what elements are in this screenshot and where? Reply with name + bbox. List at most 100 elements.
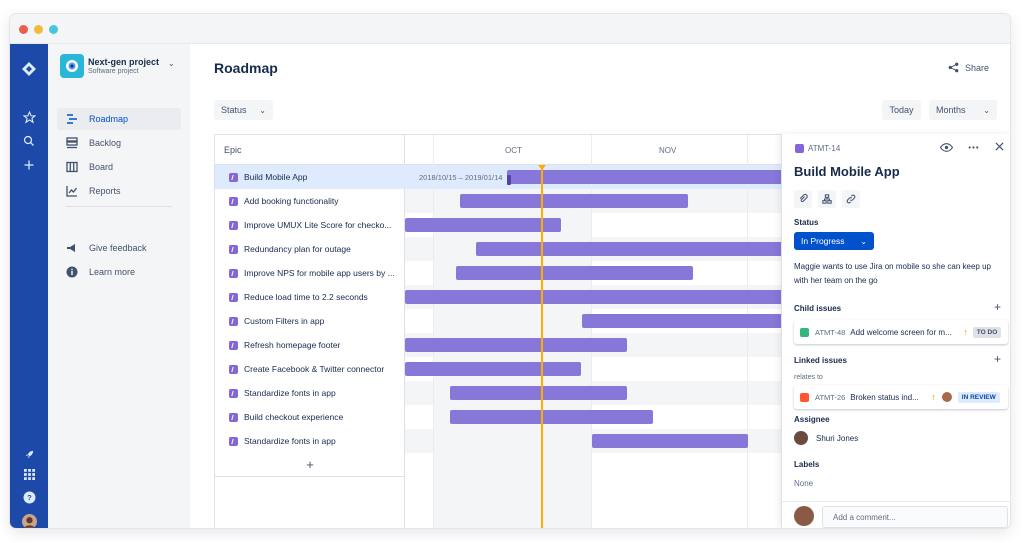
epic-name: Standardize fonts in app [244,388,336,398]
star-icon[interactable] [10,106,48,128]
more-actions-icon[interactable] [967,141,980,157]
bar-resize-handle[interactable] [507,175,511,185]
epic-timeline-bar[interactable] [456,266,693,280]
epic-icon [229,244,238,254]
epic-row[interactable]: Standardize fonts in app [215,429,405,453]
epic-row[interactable]: Build checkout experience [215,405,405,429]
sidebar-item-label: Reports [89,186,121,196]
link-icon[interactable] [842,190,860,208]
epic-row[interactable]: Improve UMUX Lite Score for checko... [215,213,405,237]
chevron-down-icon: ⌄ [860,236,867,246]
sidebar-divider [66,206,172,207]
rocket-icon[interactable] [10,443,48,465]
chevron-down-icon[interactable]: ⌄ [168,59,175,68]
epic-icon [229,436,238,446]
main-content: Roadmap Share Status ⌄ Today Months ⌄ Ep… [190,44,1010,528]
epic-row[interactable]: Add booking functionality [215,189,405,213]
epic-name: Refresh homepage footer [244,340,341,350]
chevron-down-icon: ⌄ [259,105,266,115]
app-switcher-icon[interactable] [10,463,48,485]
epic-icon [229,316,238,326]
close-icon[interactable] [994,141,1005,157]
assignee-field[interactable]: Shuri Jones [794,431,858,445]
sidebar-item-backlog[interactable]: Backlog [57,132,181,154]
plus-icon[interactable] [10,154,48,176]
comment-input[interactable]: Add a comment... [822,506,1008,528]
watch-icon[interactable] [939,141,954,157]
epic-name: Create Facebook & Twitter connector [244,364,385,374]
issue-title[interactable]: Build Mobile App [794,164,900,179]
epic-timeline-bar[interactable] [460,194,688,208]
project-avatar[interactable] [60,54,84,78]
epic-icon [229,196,238,206]
project-name[interactable]: Next-gen project [88,57,160,67]
epic-row[interactable]: Build Mobile App [215,165,405,189]
sidebar-item-give-feedback[interactable]: Give feedback [57,237,181,259]
issue-detail-panel: ATMT-14 Build Mobile App Status In Progr… [781,134,1010,528]
add-linked-issue-button[interactable]: + [994,352,1002,366]
share-button[interactable]: Share [948,62,989,73]
avatar [794,506,814,526]
avatar [940,391,953,403]
epic-name: Improve UMUX Lite Score for checko... [244,220,392,230]
status-filter-label: Status [221,105,247,115]
epic-timeline-bar[interactable] [405,218,561,232]
epic-timeline-bar[interactable] [405,338,627,352]
child-issue-icon[interactable] [818,190,836,208]
status-filter-dropdown[interactable]: Status ⌄ [214,100,273,120]
epic-icon [229,268,238,278]
issue-key[interactable]: ATMT-14 [808,144,841,153]
child-issue-summary: Add welcome screen for m... [850,327,952,337]
sidebar-item-board[interactable]: Board [57,156,181,178]
assignee-label: Assignee [794,415,830,424]
epic-timeline-bar[interactable] [450,386,627,400]
sidebar-item-learn-more[interactable]: Learn more [57,261,181,283]
jira-logo-icon[interactable] [10,58,48,80]
sidebar-item-label: Give feedback [89,243,147,253]
status-value: In Progress [801,236,845,246]
epic-icon [795,144,804,153]
today-marker [541,165,543,528]
epic-timeline-bar[interactable] [450,410,653,424]
maximize-window-dot[interactable] [49,25,58,34]
epic-row[interactable]: Refresh homepage footer [215,333,405,357]
add-epic-button[interactable]: + [215,453,405,477]
epic-row[interactable]: Reduce load time to 2.2 seconds [215,285,405,309]
panel-actions [939,141,1005,157]
child-issues-label: Child issues [794,304,842,313]
labels-label: Labels [794,460,820,469]
epic-name: Standardize fonts in app [244,436,336,446]
sidebar-item-reports[interactable]: Reports [57,180,181,202]
close-window-dot[interactable] [19,25,28,34]
epic-column: Epic Build Mobile App Add booking functio… [215,135,405,528]
epic-row[interactable]: Standardize fonts in app [215,381,405,405]
labels-value[interactable]: None [794,479,814,488]
issue-description[interactable]: Maggie wants to use Jira on mobile so sh… [794,262,992,285]
user-avatar[interactable] [10,510,48,528]
epic-row[interactable]: Improve NPS for mobile app users by ... [215,261,405,285]
page-title: Roadmap [214,60,278,76]
child-issue-card[interactable]: ATMT-48 Add welcome screen for m... ↑ TO… [794,320,1008,344]
help-icon[interactable]: ? [10,486,48,508]
epic-row[interactable]: Create Facebook & Twitter connector [215,357,405,381]
minimize-window-dot[interactable] [34,25,43,34]
add-child-issue-button[interactable]: + [994,300,1002,314]
epic-timeline-bar[interactable] [405,290,905,304]
info-icon [65,265,79,279]
linked-issues-label: Linked issues [794,356,847,365]
epic-timeline-bar[interactable] [592,434,748,448]
search-icon[interactable] [10,130,48,152]
project-type: Software project [88,68,139,75]
megaphone-icon [65,241,79,255]
epic-row[interactable]: Custom Filters in app [215,309,405,333]
linked-issue-card[interactable]: ATMT-26 Broken status ind... ↑ IN REVIEW [794,385,1008,409]
epic-icon [229,340,238,350]
svg-text:?: ? [27,493,32,502]
zoom-level-dropdown[interactable]: Months ⌄ [929,100,997,120]
sidebar-item-roadmap[interactable]: Roadmap [57,108,181,130]
attach-icon[interactable] [794,190,812,208]
today-button[interactable]: Today [882,100,921,120]
epic-row[interactable]: Redundancy plan for outage [215,237,405,261]
epic-timeline-bar[interactable] [405,362,581,376]
status-dropdown[interactable]: In Progress ⌄ [794,232,874,250]
